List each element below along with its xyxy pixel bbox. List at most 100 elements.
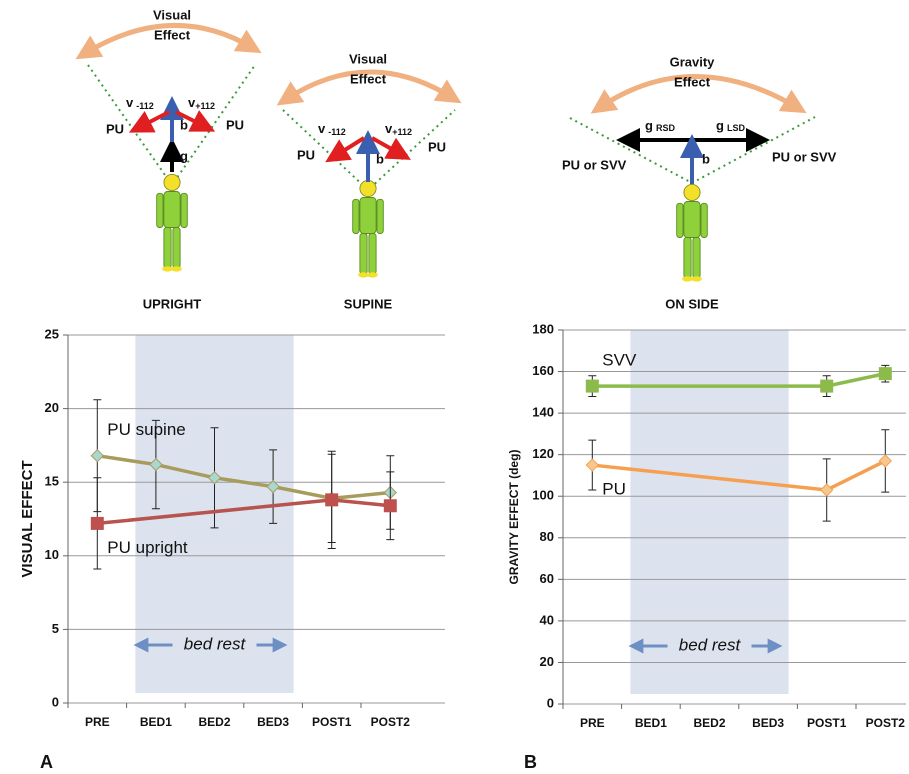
x-tick-label: POST1 (807, 716, 847, 730)
person (352, 179, 384, 279)
vector-symbol: v (385, 121, 393, 136)
effect-arc (75, 23, 262, 60)
panel-letter: A (40, 752, 53, 772)
vector-label: v+112 (188, 95, 215, 111)
chart: bed rest 0 20 40 60 80 100 120 140 160 180 PRE BED1 B… (507, 321, 906, 772)
y-tick-label: 60 (540, 571, 554, 586)
field-line (87, 64, 256, 187)
y-tick-label: 15 (45, 474, 59, 489)
bed-rest-shade (630, 330, 789, 694)
series-label: PU upright (107, 538, 188, 557)
marker (585, 379, 599, 393)
effect-label: Effect (674, 74, 711, 89)
diagram-supine: Visual Effect v -112 v+112 PU PU b SUPINE (276, 51, 462, 311)
pu-label: PU (226, 117, 244, 132)
visual-vector (128, 110, 170, 133)
vector-symbol: v (126, 95, 134, 110)
marker (266, 479, 280, 494)
y-tick-label: 0 (547, 695, 554, 710)
vector-sub: RSD (656, 123, 676, 133)
pu-svv-label: PU or SVV (562, 157, 627, 172)
annotation: bed rest (679, 635, 742, 654)
vector-sub: -112 (328, 127, 346, 137)
series-label: SVV (602, 351, 637, 370)
y-tick-label: 40 (540, 612, 554, 627)
y-tick-label: 0 (52, 694, 59, 709)
vector-label: g RSD (645, 118, 675, 133)
vector-sub: +112 (195, 101, 215, 111)
y-tick-label: 20 (540, 654, 554, 669)
visual-vector (175, 110, 216, 132)
effect-label: Gravity (670, 54, 716, 69)
y-tick-label: 80 (540, 529, 554, 544)
y-tick-label: 120 (532, 446, 554, 461)
x-tick-label: BED2 (198, 715, 230, 729)
b-label: b (702, 151, 710, 166)
vector-sub: LSD (727, 123, 746, 133)
x-tick-label: POST1 (312, 715, 352, 729)
caption: UPRIGHT (143, 296, 202, 311)
y-axis-title: GRAVITY EFFECT (deg) (507, 450, 521, 585)
chart: bed rest 0 5 10 15 20 25 PRE BED1 BED2 BED3 POST1 PO… (19, 326, 445, 772)
caption: ON SIDE (665, 296, 719, 311)
effect-label: Effect (154, 27, 191, 42)
vector-label: g LSD (716, 118, 745, 133)
b-label: b (376, 151, 384, 166)
y-axis-title: VISUAL EFFECT (19, 460, 36, 577)
x-tick-label: POST2 (371, 715, 411, 729)
caption: SUPINE (344, 296, 393, 311)
y-tick-label: 5 (52, 621, 59, 636)
effect-arc (590, 74, 807, 114)
vector-symbol: g (716, 118, 724, 133)
x-tick-label: POST2 (866, 716, 906, 730)
series-label: PU supine (107, 420, 185, 439)
x-tick-label: BED3 (752, 716, 784, 730)
marker (585, 458, 600, 472)
y-tick-label: 20 (45, 400, 59, 415)
vector-sub: -112 (136, 101, 154, 111)
x-tick-label: BED1 (140, 715, 172, 729)
vector-label: v+112 (385, 121, 412, 137)
effect-label: Visual (153, 7, 191, 22)
b-label: b (180, 117, 188, 132)
annotation: bed rest (184, 634, 247, 653)
y-tick-label: 140 (532, 405, 554, 420)
vector-symbol: g (645, 118, 653, 133)
person (156, 173, 188, 273)
vector-sub: +112 (392, 127, 412, 137)
y-tick-label: 100 (532, 488, 554, 503)
marker (383, 499, 397, 513)
pu-label: PU (428, 139, 446, 154)
x-tick-label: PRE (85, 715, 110, 729)
x-tick-label: PRE (580, 716, 605, 730)
vector-symbol: v (188, 95, 196, 110)
x-tick-label: BED2 (693, 716, 725, 730)
y-tick-label: 160 (532, 363, 554, 378)
y-tick-label: 25 (45, 326, 59, 341)
diagram-on-side: Gravity Effect g RSD g LSD PU or SVV PU or… (562, 54, 837, 311)
series-line (97, 453, 391, 501)
marker (90, 448, 105, 463)
effect-arc (276, 69, 462, 106)
marker (90, 516, 104, 530)
x-tick-label: BED3 (257, 715, 289, 729)
diagram-upright: Visual Effect v -112 v+112 PU PU b g UPRI… (75, 7, 262, 311)
marker (820, 379, 834, 393)
marker (819, 483, 834, 497)
person (676, 183, 708, 283)
pu-svv-label: PU or SVV (772, 149, 837, 164)
series-label: PU (602, 480, 626, 499)
marker (325, 493, 339, 507)
vector-symbol: v (318, 121, 326, 136)
marker (207, 471, 222, 485)
y-tick-label: 10 (45, 547, 59, 562)
marker (878, 367, 892, 381)
x-tick-label: BED1 (635, 716, 667, 730)
vector-label: v -112 (126, 95, 154, 111)
effect-label: Visual (349, 51, 387, 66)
y-tick-label: 180 (532, 321, 554, 336)
visual-vector (325, 136, 366, 163)
pu-label: PU (297, 147, 315, 162)
g-label: g (180, 148, 188, 163)
